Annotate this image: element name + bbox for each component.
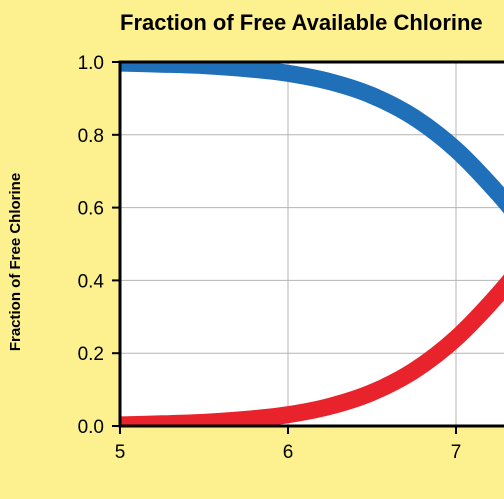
x-tick-label: 6 — [283, 442, 294, 463]
y-tick-label: 1.0 — [78, 53, 104, 74]
chart-title: Fraction of Free Available Chlorine — [120, 10, 483, 35]
curves — [120, 62, 504, 426]
x-tick-label: 7 — [451, 442, 462, 463]
plot-area — [120, 62, 504, 426]
y-tick-label: 0.0 — [78, 417, 104, 438]
hocl-fraction-curve — [120, 62, 504, 214]
y-tick-label: 0.6 — [78, 199, 104, 220]
plot-frame — [118, 60, 504, 428]
y-tick-label: 0.2 — [78, 344, 104, 365]
x-tick-label: 5 — [115, 442, 126, 463]
y-axis-label: Fraction of Free Chlorine — [7, 173, 24, 351]
axis-ticks: 0.0 0.2 0.4 0.6 0.8 1.0 5 6 7 — [78, 53, 462, 463]
y-tick-label: 0.8 — [78, 126, 104, 147]
ocl-fraction-curve — [120, 274, 504, 426]
grid-lines — [120, 62, 504, 426]
y-tick-label: 0.4 — [78, 271, 105, 292]
